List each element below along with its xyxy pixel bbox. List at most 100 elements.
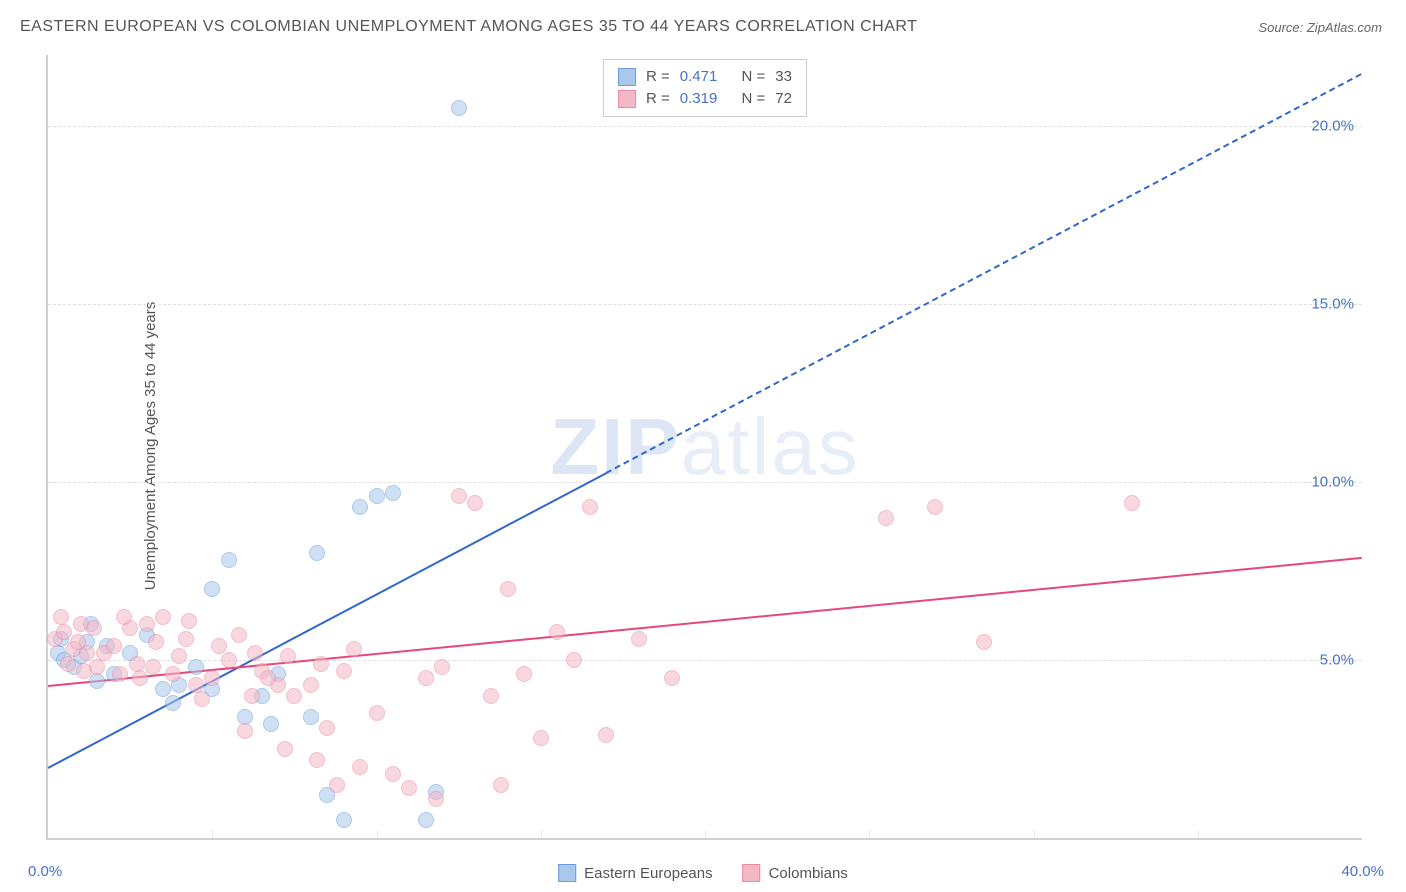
data-point: [319, 720, 335, 736]
r-value-eastern: 0.471: [680, 66, 718, 88]
source-attribution: Source: ZipAtlas.com: [1258, 20, 1382, 35]
data-point: [976, 634, 992, 650]
watermark-atlas: atlas: [681, 402, 860, 491]
data-point: [483, 688, 499, 704]
source-label: Source:: [1258, 20, 1306, 35]
data-point: [70, 634, 86, 650]
data-point: [418, 812, 434, 828]
data-point: [418, 670, 434, 686]
data-point: [204, 581, 220, 597]
x-tick-mark: [1034, 830, 1035, 838]
swatch-colombian-icon: [618, 90, 636, 108]
n-label: N =: [742, 66, 766, 88]
y-tick-label: 5.0%: [1320, 652, 1354, 669]
data-point: [155, 681, 171, 697]
data-point: [178, 631, 194, 647]
gridline-h: [48, 660, 1362, 661]
data-point: [247, 645, 263, 661]
data-point: [631, 631, 647, 647]
r-label: R =: [646, 88, 670, 110]
data-point: [493, 777, 509, 793]
gridline-h: [48, 126, 1362, 127]
x-tick-zero: 0.0%: [28, 863, 62, 880]
data-point: [313, 656, 329, 672]
data-point: [89, 673, 105, 689]
correlation-legend: R = 0.471 N = 33 R = 0.319 N = 72: [603, 59, 807, 117]
data-point: [451, 488, 467, 504]
data-point: [309, 545, 325, 561]
chart-title: EASTERN EUROPEAN VS COLOMBIAN UNEMPLOYME…: [20, 18, 917, 36]
data-point: [165, 666, 181, 682]
data-point: [221, 652, 237, 668]
data-point: [263, 716, 279, 732]
source-value: ZipAtlas.com: [1307, 20, 1382, 35]
data-point: [352, 499, 368, 515]
data-point: [309, 752, 325, 768]
data-point: [237, 723, 253, 739]
gridline-h: [48, 482, 1362, 483]
regression-line: [48, 557, 1362, 687]
data-point: [211, 638, 227, 654]
data-point: [148, 634, 164, 650]
data-point: [467, 495, 483, 511]
data-point: [231, 627, 247, 643]
x-tick-mark: [705, 830, 706, 838]
data-point: [260, 670, 276, 686]
legend-item-colombian: Colombians: [743, 864, 848, 882]
data-point: [336, 812, 352, 828]
data-point: [566, 652, 582, 668]
data-point: [116, 609, 132, 625]
data-point: [582, 499, 598, 515]
data-point: [664, 670, 680, 686]
data-point: [280, 648, 296, 664]
data-point: [139, 616, 155, 632]
data-point: [286, 688, 302, 704]
data-point: [500, 581, 516, 597]
data-point: [303, 709, 319, 725]
y-tick-label: 15.0%: [1311, 296, 1354, 313]
data-point: [434, 659, 450, 675]
swatch-eastern-icon: [558, 864, 576, 882]
data-point: [303, 677, 319, 693]
x-tick-mark: [1198, 830, 1199, 838]
legend-row-eastern: R = 0.471 N = 33: [618, 66, 792, 88]
n-label: N =: [742, 88, 766, 110]
data-point: [244, 688, 260, 704]
data-point: [181, 613, 197, 629]
data-point: [165, 695, 181, 711]
regression-line: [606, 73, 1362, 474]
x-tick-mark: [541, 830, 542, 838]
x-tick-mark: [377, 830, 378, 838]
legend-item-eastern: Eastern Europeans: [558, 864, 712, 882]
swatch-eastern-icon: [618, 68, 636, 86]
swatch-colombian-icon: [743, 864, 761, 882]
x-tick-mark: [212, 830, 213, 838]
data-point: [428, 791, 444, 807]
data-point: [277, 741, 293, 757]
data-point: [533, 730, 549, 746]
r-value-colombian: 0.319: [680, 88, 718, 110]
data-point: [132, 670, 148, 686]
data-point: [346, 641, 362, 657]
legend-label-eastern: Eastern Europeans: [584, 865, 712, 882]
data-point: [221, 552, 237, 568]
data-point: [86, 620, 102, 636]
data-point: [385, 766, 401, 782]
data-point: [60, 656, 76, 672]
legend-row-colombian: R = 0.319 N = 72: [618, 88, 792, 110]
data-point: [194, 691, 210, 707]
watermark-zip: ZIP: [550, 402, 680, 491]
y-tick-label: 20.0%: [1311, 118, 1354, 135]
data-point: [401, 780, 417, 796]
data-point: [1124, 495, 1140, 511]
series-legend: Eastern Europeans Colombians: [558, 864, 848, 882]
data-point: [369, 488, 385, 504]
data-point: [204, 670, 220, 686]
data-point: [369, 705, 385, 721]
data-point: [145, 659, 161, 675]
legend-label-colombian: Colombians: [769, 865, 848, 882]
data-point: [329, 777, 345, 793]
x-tick-max: 40.0%: [1341, 863, 1384, 880]
data-point: [352, 759, 368, 775]
data-point: [53, 609, 69, 625]
